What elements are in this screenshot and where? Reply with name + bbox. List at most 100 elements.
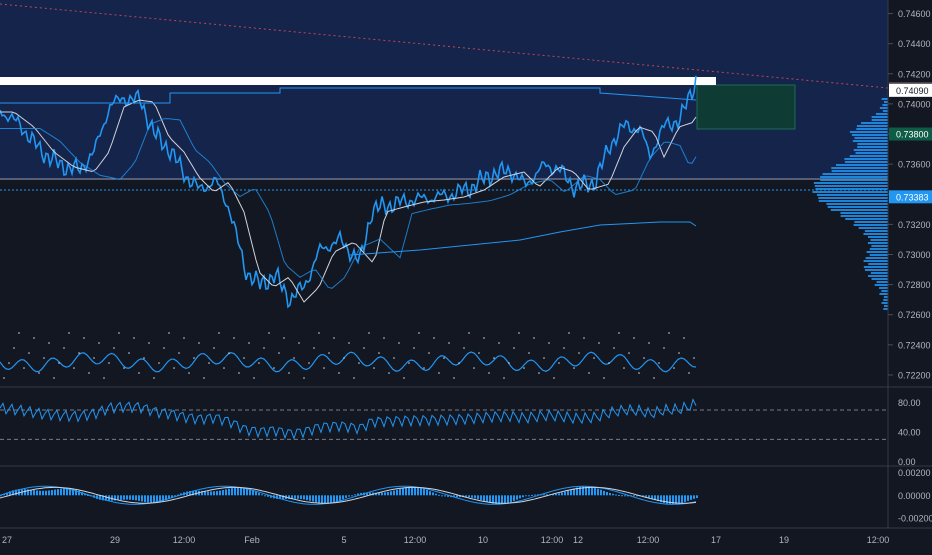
volume-profile-bar [881,290,888,292]
indicator-dot [3,377,5,379]
price-tick-label: 0.72400 [898,340,931,350]
rsi-tick-label: 80.00 [898,398,921,408]
macd-histogram-bar [246,488,248,496]
volume-profile-bar [857,146,888,148]
macd-histogram-bar [213,491,215,496]
macd-histogram-bar [276,495,278,499]
macd-histogram-bar [594,487,596,496]
volume-profile-bar [818,200,888,202]
macd-histogram-bar [399,488,401,496]
indicator-dot [113,347,115,349]
macd-histogram-bar [636,495,638,497]
indicator-dot [628,352,630,354]
highlight-level-band[interactable] [0,77,716,85]
macd-histogram-bar [225,489,227,496]
macd-histogram-bar [114,495,116,501]
slow-moving-average [0,118,697,289]
indicator-dot [513,347,515,349]
macd-histogram-bar [27,489,29,496]
indicator-dot [318,332,320,334]
macd-histogram-bar [693,495,695,499]
indicator-dot [183,337,185,339]
macd-histogram-bar [555,493,557,496]
macd-histogram-bar [315,495,317,503]
indicator-dot [163,347,165,349]
macd-histogram-bar [657,495,659,502]
macd-histogram-bar [381,492,383,496]
macd-histogram-bar [624,495,626,497]
volume-profile-bar [854,221,888,223]
indicator-dot [578,352,580,354]
macd-histogram-bar [126,495,128,500]
indicator-dot [363,347,365,349]
volume-profile-bar [871,116,888,118]
time-axis[interactable]: 27 29 12:00 Feb 5 12:00 10 12:00 12 12:00 17 19 12:0… [2,535,889,545]
macd-histogram-bar [210,491,212,496]
indicator-dot [218,332,220,334]
macd-histogram-bar [501,495,503,505]
macd-histogram-bar [201,490,203,496]
macd-histogram-bar [609,492,611,496]
macd-histogram-bar [156,495,158,503]
volume-profile-bar [827,206,888,208]
indicator-dot [673,367,675,369]
time-tick-label: 17 [711,535,721,545]
indicator-dot [588,372,590,374]
macd-histogram-bar [375,492,377,496]
volume-profile-bar [879,107,888,109]
macd-histogram-bar [195,490,197,496]
time-tick-label: 5 [341,535,346,545]
indicator-dot [433,337,435,339]
macd-histogram-bar [291,495,293,499]
indicator-dot [553,377,555,379]
macd-histogram-bar [687,495,689,501]
macd-pane: 0.00200 0.00000 -0.00200 [0,468,932,523]
macd-histogram-bar [222,490,224,496]
volume-profile-bar [844,158,888,160]
price-series-group [0,75,697,309]
macd-histogram-bar [0,495,2,497]
macd-histogram-bar [216,491,218,496]
indicator-dot [398,342,400,344]
indicator-dot [33,337,35,339]
macd-histogram-bar [681,495,683,503]
volume-profile [812,98,888,310]
macd-histogram-bar [240,487,242,496]
macd-histogram-bar [174,495,176,497]
indicator-dot [193,357,195,359]
indicator-dot [53,377,55,379]
macd-histogram-bar [660,495,662,503]
indicator-dot [618,332,620,334]
volume-profile-bar [857,143,888,145]
indicator-dot [73,367,75,369]
volume-profile-bar [820,176,888,178]
macd-histogram-bar [531,494,533,496]
volume-profile-bar [874,284,888,286]
indicator-dot [473,367,475,369]
volume-profile-bar [818,197,888,199]
macd-histogram-bar [333,495,335,503]
indicator-dot [278,352,280,354]
macd-histogram-bar [168,495,170,499]
macd-histogram-bar [621,495,623,497]
indicator-dot [168,332,170,334]
macd-histogram-bar [519,495,521,499]
time-tick-label: Feb [244,535,260,545]
macd-histogram-bar [690,495,692,500]
macd-histogram-bar [105,495,107,501]
indicator-dot [658,362,660,364]
macd-histogram-bar [669,495,671,505]
indicator-dot [128,352,130,354]
volume-profile-bar [852,140,888,142]
price-tick-label: 0.74600 [898,9,931,19]
volume-profile-bar [870,272,888,274]
indicator-dot [643,357,645,359]
indicator-dot [453,377,455,379]
resistance-trendline[interactable] [0,3,889,89]
rsi-pane: 80.00 40.00 0.00 [0,398,921,467]
macd-histogram-bar [663,495,665,504]
macd-histogram-bar [471,495,473,498]
price-label-text: 0.73383 [896,192,929,202]
indicator-dot [688,372,690,374]
